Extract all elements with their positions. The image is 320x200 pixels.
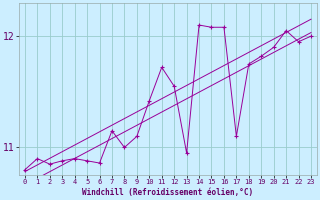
X-axis label: Windchill (Refroidissement éolien,°C): Windchill (Refroidissement éolien,°C) [82,188,253,197]
